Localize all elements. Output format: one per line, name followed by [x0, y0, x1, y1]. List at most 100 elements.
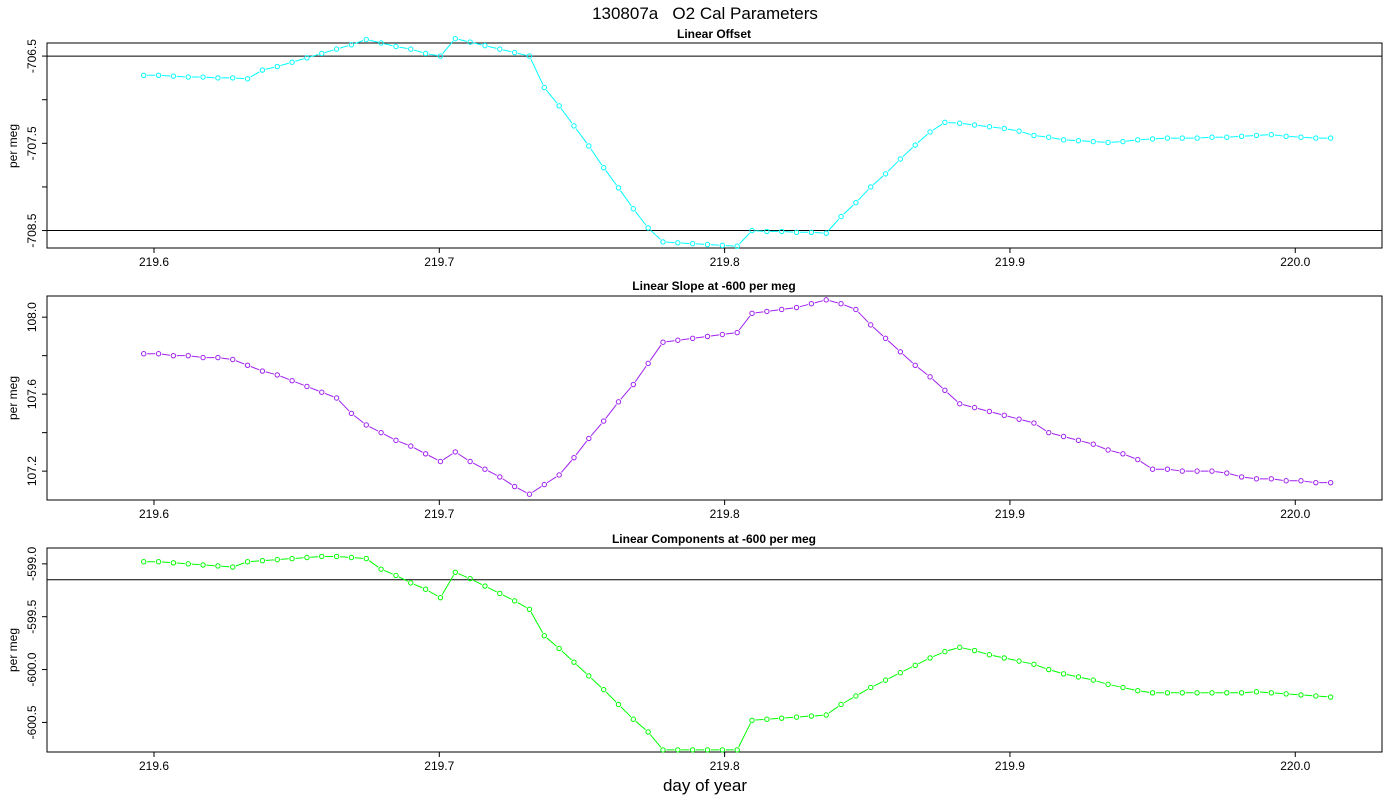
linear-slope-data-point — [452, 449, 458, 455]
linear-slope-series-line — [147, 300, 1328, 494]
linear-components-data-point — [230, 564, 236, 570]
linear-components-x-tick-label: 219.8 — [710, 759, 740, 773]
linear-components-data-point — [986, 652, 993, 658]
linear-components-data-point — [1298, 692, 1304, 698]
linear-components-data-point — [304, 554, 310, 561]
linear-slope-x-tick-label: 219.7 — [424, 507, 454, 521]
linear-offset-data-point — [244, 76, 251, 82]
linear-components-data-point — [927, 655, 933, 661]
linear-offset-data-point — [942, 119, 948, 126]
linear-components-x-tick-label: 219.9 — [995, 759, 1025, 773]
linear-offset-data-point — [1031, 132, 1037, 139]
linear-components-series-line — [147, 555, 1328, 751]
linear-components-y-tick-label: -600.0 — [25, 652, 39, 686]
linear-components-data-point — [556, 645, 562, 652]
linear-slope-data-point — [1298, 478, 1304, 484]
linear-offset-data-point — [882, 171, 889, 177]
linear-offset-data-point — [497, 46, 503, 52]
linear-components-y-tick-label: -599.5 — [25, 599, 39, 633]
linear-slope-data-point — [764, 308, 770, 315]
linear-slope-data-point — [808, 301, 815, 307]
linear-slope-data-point — [289, 377, 295, 384]
linear-slope-data-point — [645, 360, 651, 367]
linear-components-data-point — [778, 715, 785, 721]
linear-components-ylabel: per meg — [6, 628, 20, 672]
linear-offset-data-point — [689, 240, 696, 247]
linear-components-data-point — [645, 729, 651, 735]
linear-components-data-point — [141, 559, 147, 565]
linear-slope-data-point — [586, 435, 592, 442]
linear-offset-x-tick-label: 219.6 — [139, 255, 169, 269]
linear-slope-plot-frame — [46, 295, 1383, 501]
linear-slope-data-point — [734, 329, 740, 336]
linear-offset-data-point — [141, 72, 147, 78]
linear-slope-data-point — [778, 306, 785, 313]
linear-offset-data-point — [927, 129, 933, 135]
linear-offset-data-point — [764, 228, 770, 235]
linear-slope-data-point — [1224, 470, 1230, 476]
linear-components-data-point — [244, 559, 251, 565]
linear-offset-data-point — [541, 84, 548, 91]
linear-components-data-point — [185, 561, 191, 567]
linear-components-x-tick-label: 220.0 — [1280, 759, 1310, 773]
linear-slope-data-point — [274, 372, 280, 378]
linear-components-data-point — [497, 590, 503, 597]
linear-offset-data-point — [1120, 138, 1126, 145]
linear-offset-data-point — [957, 120, 963, 126]
linear-offset-data-point — [1298, 134, 1304, 140]
linear-offset-data-point — [1149, 136, 1156, 142]
linear-components-data-point — [289, 555, 295, 562]
linear-slope-data-point — [882, 335, 889, 342]
linear-slope-data-point — [957, 401, 963, 407]
linear-slope-data-point — [853, 306, 859, 313]
linear-offset-data-point — [630, 206, 637, 212]
x-axis-label: day of year — [663, 776, 747, 795]
linear-slope-data-point — [497, 474, 503, 480]
linear-offset-data-point — [897, 156, 904, 162]
linear-components-data-point — [482, 583, 488, 589]
linear-offset-data-point — [482, 42, 488, 49]
linear-components-y-tick-label: -600.5 — [25, 705, 39, 739]
linear-offset-data-point — [1268, 131, 1275, 138]
linear-components-data-point — [942, 648, 948, 655]
linear-slope-data-point — [942, 387, 948, 393]
linear-components-data-point — [393, 572, 399, 579]
linear-components-data-point — [437, 594, 444, 601]
linear-offset-data-point — [422, 50, 429, 57]
linear-slope-data-point — [363, 422, 369, 428]
linear-offset-title: Linear Offset — [677, 27, 751, 41]
linear-offset-data-point — [452, 35, 458, 42]
linear-components-data-point — [1238, 690, 1245, 696]
linear-offset-data-point — [348, 42, 355, 48]
linear-offset-series-line — [147, 38, 1328, 247]
linear-slope-data-point — [1194, 468, 1200, 474]
linear-slope-data-point — [1016, 416, 1022, 422]
linear-slope-data-point — [615, 399, 622, 405]
linear-offset-x-tick-label: 220.0 — [1280, 255, 1310, 269]
linear-offset-data-point — [155, 72, 162, 78]
linear-components-data-point — [897, 670, 904, 676]
linear-slope-data-point — [141, 351, 147, 357]
linear-components-data-point — [333, 553, 340, 560]
linear-slope-data-point — [408, 443, 414, 449]
linear-slope-data-point — [319, 389, 325, 395]
linear-components-data-point — [1090, 677, 1096, 683]
linear-offset-data-point — [704, 241, 711, 248]
linear-components-data-point — [378, 566, 384, 572]
linear-components-data-point — [452, 569, 458, 576]
linear-components-data-point — [882, 677, 889, 683]
linear-components-data-point — [155, 559, 162, 565]
linear-slope-data-point — [1238, 474, 1245, 480]
linear-slope-data-point — [511, 483, 518, 490]
linear-slope-data-point — [1164, 466, 1171, 472]
linear-slope-data-point — [482, 466, 488, 472]
linear-slope-data-point — [868, 322, 874, 328]
linear-offset-x-tick-label: 219.9 — [995, 255, 1025, 269]
linear-slope-data-point — [1105, 447, 1111, 453]
linear-offset-data-point — [1224, 134, 1230, 140]
linear-slope-data-point — [393, 437, 399, 444]
linear-slope-y-tick-label: 108.0 — [25, 302, 39, 332]
linear-components-data-point — [511, 598, 518, 604]
linear-slope-data-point — [1327, 479, 1334, 486]
